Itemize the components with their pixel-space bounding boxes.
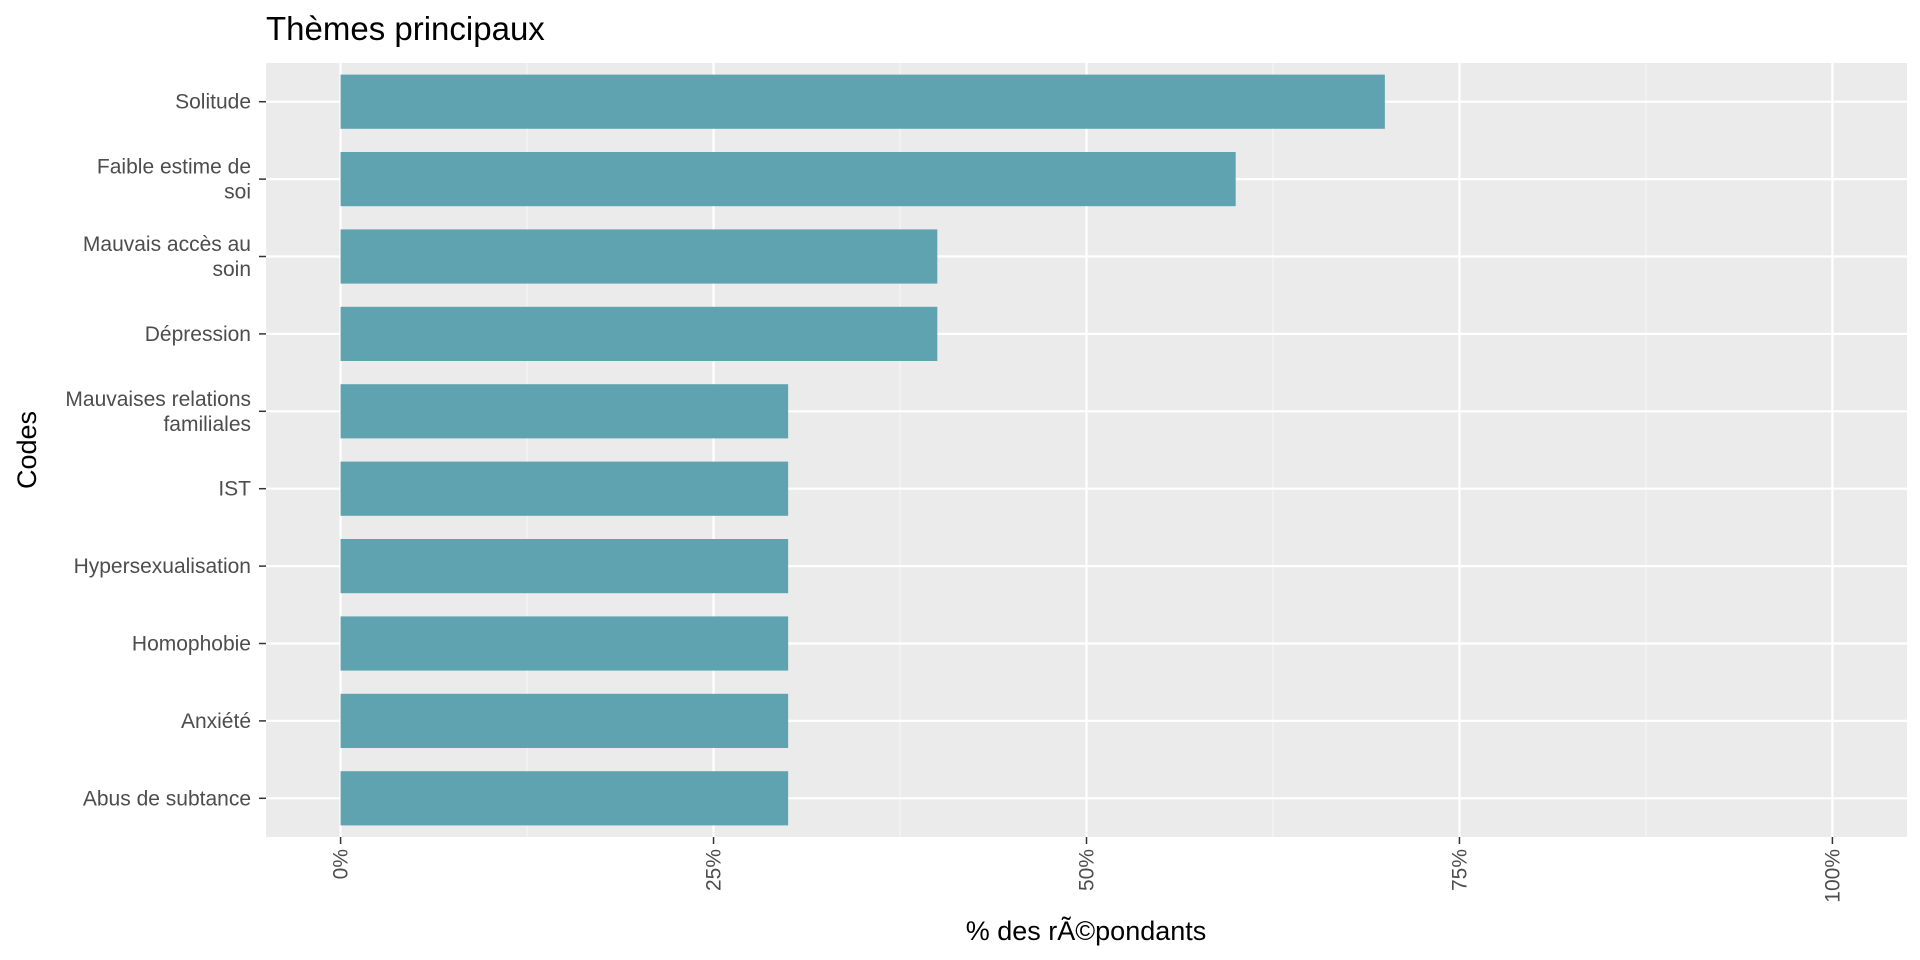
category-label: Dépression xyxy=(145,323,251,346)
category-label: familiales xyxy=(163,413,251,436)
x-tick-label: 75% xyxy=(1448,849,1471,891)
category-label: Solitude xyxy=(175,91,251,114)
category-label: Hypersexualisation xyxy=(74,555,251,578)
bar xyxy=(340,229,938,284)
bar xyxy=(340,693,789,748)
bar xyxy=(340,384,789,439)
category-label: Mauvaises relations xyxy=(65,388,251,411)
category-label: soin xyxy=(212,258,251,281)
category-label: Homophobie xyxy=(132,633,251,656)
category-label: IST xyxy=(218,478,251,501)
x-tick-label: 50% xyxy=(1076,849,1099,891)
x-tick-label: 25% xyxy=(703,849,726,891)
bar xyxy=(340,306,938,361)
category-label: Abus de subtance xyxy=(83,787,251,810)
x-axis: 0% 25% 50% 75% 100% xyxy=(330,837,1844,903)
category-label: Mauvais accès au xyxy=(83,233,251,256)
category-label: Faible estime de xyxy=(97,156,251,179)
bar xyxy=(340,539,789,594)
x-tick-label: 100% xyxy=(1821,849,1844,903)
bar xyxy=(340,771,789,826)
y-axis-title: Codes xyxy=(12,411,42,489)
bar xyxy=(340,74,1385,129)
bar xyxy=(340,461,789,516)
bar xyxy=(340,616,789,671)
bar xyxy=(340,152,1236,207)
x-tick-label: 0% xyxy=(330,849,353,879)
category-label: soi xyxy=(224,181,251,204)
chart-title: Thèmes principaux xyxy=(266,10,545,47)
category-label: Anxiété xyxy=(181,710,251,733)
x-axis-title: % des rÃ©pondants xyxy=(966,915,1207,946)
bars-layer xyxy=(340,74,1385,826)
